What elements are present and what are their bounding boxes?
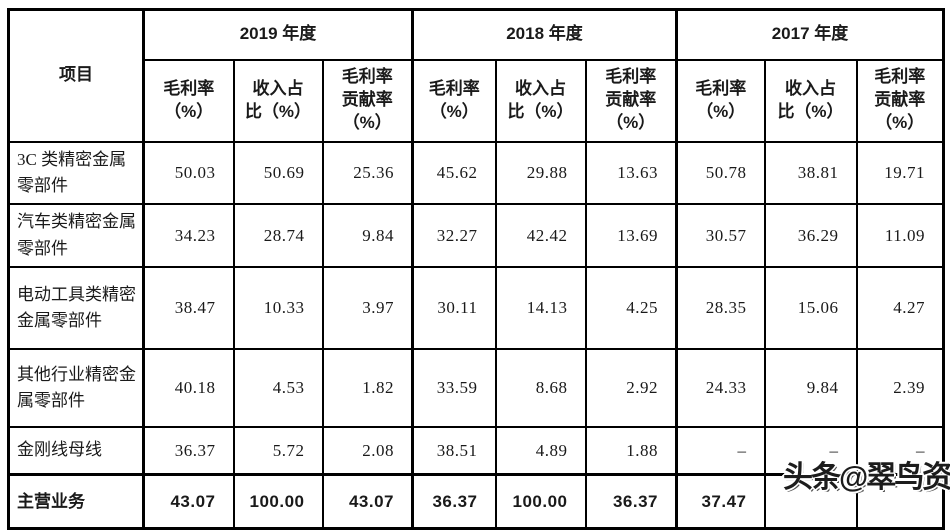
cell: 45.62	[411, 140, 497, 206]
table-row-diamond-wire: 金刚线母线 36.37 5.72 2.08 38.51 4.89 1.88 – …	[7, 425, 945, 476]
cell: 10.33	[232, 265, 324, 350]
col-header-2017-gross-margin: 毛利率 （%）	[675, 58, 766, 143]
cell: 14.13	[494, 265, 587, 350]
cell: 25.36	[321, 140, 414, 206]
cell: 8.68	[494, 347, 587, 428]
col-header-2017-contribution: 毛利率 贡献率 （%）	[855, 58, 945, 143]
cell: 3.97	[321, 265, 414, 350]
cell: 2.39	[855, 347, 945, 428]
cell: 100.00	[494, 473, 587, 530]
row-label: 其他行业精密金属零部件	[7, 347, 145, 428]
cell: 4.89	[494, 425, 587, 476]
cell: 28.74	[232, 203, 324, 268]
cell: 4.27	[855, 265, 945, 350]
cell: 29.88	[494, 140, 587, 206]
cell: 30.57	[675, 203, 766, 268]
cell: 4.25	[584, 265, 678, 350]
cell: 34.23	[142, 203, 235, 268]
cell: 33.59	[411, 347, 497, 428]
cell: –	[675, 425, 766, 476]
cell: 42.42	[494, 203, 587, 268]
subheader-row: 毛利率 （%） 收入占 比（%） 毛利率 贡献率 （%） 毛利率 （%） 收入占…	[9, 58, 945, 143]
table-header: 项目 2019 年度 2018 年度 2017 年度 毛利率 （%） 收入占 比…	[7, 8, 945, 143]
year-header-2018: 2018 年度	[411, 8, 678, 61]
cell: 50.78	[675, 140, 766, 206]
col-header-2019-revenue-share: 收入占 比（%）	[232, 58, 324, 143]
table-row-main-business-total: 主营业务 43.07 100.00 43.07 36.37 100.00 36.…	[7, 473, 945, 530]
cell: 36.29	[763, 203, 858, 268]
cell: 11.09	[855, 203, 945, 268]
cell: 4.53	[232, 347, 324, 428]
col-header-2019-gross-margin: 毛利率 （%）	[142, 58, 235, 143]
row-label: 金刚线母线	[7, 425, 145, 476]
cell: 2.08	[321, 425, 414, 476]
cell: 38.47	[142, 265, 235, 350]
cell: 1.82	[321, 347, 414, 428]
cell: 40.18	[142, 347, 235, 428]
col-header-2017-revenue-share: 收入占 比（%）	[763, 58, 858, 143]
cell: 5.72	[232, 425, 324, 476]
cell: 9.84	[321, 203, 414, 268]
year-header-2017: 2017 年度	[675, 8, 945, 61]
item-column-header: 项目	[7, 8, 145, 143]
cell: 2.92	[584, 347, 678, 428]
row-label: 主营业务	[7, 473, 145, 530]
cell: 1.88	[584, 425, 678, 476]
cell: 30.11	[411, 265, 497, 350]
row-label: 汽车类精密金属零部件	[7, 203, 145, 268]
cell: 24.33	[675, 347, 766, 428]
cell: 50.69	[232, 140, 324, 206]
cell: –	[763, 425, 858, 476]
cell: 50.03	[142, 140, 235, 206]
col-header-2018-revenue-share: 收入占 比（%）	[494, 58, 587, 143]
cell: 43.07	[142, 473, 235, 530]
row-label: 3C 类精密金属零部件	[7, 140, 145, 206]
cell: –	[855, 425, 945, 476]
row-label: 电动工具类精密金属零部件	[7, 265, 145, 350]
cell: 9.84	[763, 347, 858, 428]
table-row-other: 其他行业精密金属零部件 40.18 4.53 1.82 33.59 8.68 2…	[7, 347, 945, 428]
cell	[763, 473, 858, 530]
cell: 38.51	[411, 425, 497, 476]
cell: 13.69	[584, 203, 678, 268]
cell: 100.00	[232, 473, 324, 530]
cell: 13.63	[584, 140, 678, 206]
col-header-2018-contribution: 毛利率 贡献率 （%）	[584, 58, 678, 143]
year-header-2019: 2019 年度	[142, 8, 414, 61]
col-header-2018-gross-margin: 毛利率 （%）	[411, 58, 497, 143]
table-row-3c: 3C 类精密金属零部件 50.03 50.69 25.36 45.62 29.8…	[7, 140, 945, 206]
gross-margin-table: 项目 2019 年度 2018 年度 2017 年度 毛利率 （%） 收入占 比…	[7, 8, 945, 530]
table-body: 3C 类精密金属零部件 50.03 50.69 25.36 45.62 29.8…	[7, 140, 945, 530]
table-row-power-tools: 电动工具类精密金属零部件 38.47 10.33 3.97 30.11 14.1…	[7, 265, 945, 350]
cell: 36.37	[584, 473, 678, 530]
cell: 37.47	[675, 473, 766, 530]
year-header-row: 项目 2019 年度 2018 年度 2017 年度	[7, 8, 945, 143]
cell: 43.07	[321, 473, 414, 530]
cell: 36.37	[142, 425, 235, 476]
cell: 36.37	[411, 473, 497, 530]
table-row-auto: 汽车类精密金属零部件 34.23 28.74 9.84 32.27 42.42 …	[7, 203, 945, 268]
cell: 28.35	[675, 265, 766, 350]
col-header-2019-contribution: 毛利率 贡献率 （%）	[321, 58, 414, 143]
cell: 38.81	[763, 140, 858, 206]
cell: 32.27	[411, 203, 497, 268]
cell: 15.06	[763, 265, 858, 350]
cell	[855, 473, 945, 530]
cell: 19.71	[855, 140, 945, 206]
